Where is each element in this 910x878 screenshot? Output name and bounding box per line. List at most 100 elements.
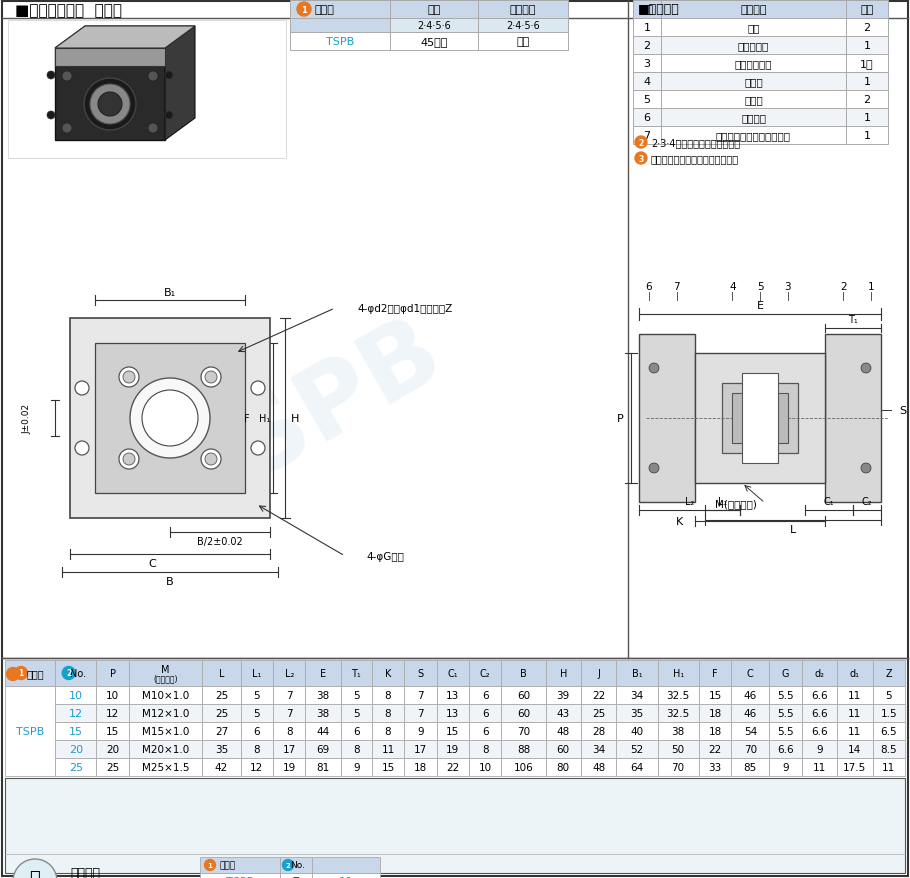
Bar [581,660,616,687]
Bar [802,740,837,758]
Text: 5.5: 5.5 [777,709,794,718]
Circle shape [148,124,158,133]
Bar [802,704,837,723]
Bar [437,740,469,758]
Bar [437,723,469,740]
Text: 4: 4 [729,282,735,291]
Bar [478,1,568,19]
Bar [770,723,802,740]
Bar [581,758,616,776]
Circle shape [635,153,647,165]
Bar [96,723,128,740]
Bar [341,723,372,740]
Text: 4-φd2通孔φd1沉头孔深Z: 4-φd2通孔φd1沉头孔深Z [358,304,452,313]
Circle shape [13,859,57,878]
Text: B₁: B₁ [632,668,642,678]
Bar [699,740,732,758]
Text: C: C [148,558,156,568]
Bar [732,704,770,723]
Text: 70: 70 [517,726,530,736]
Text: 4: 4 [643,77,651,87]
Bar [341,704,372,723]
Bar [546,704,581,723]
Text: 10: 10 [106,690,119,700]
Text: 32.5: 32.5 [666,709,690,718]
Bar [404,758,437,776]
Bar [306,723,341,740]
Circle shape [165,112,173,120]
Text: M25×1.5: M25×1.5 [142,762,189,772]
Bar [5,687,56,776]
Text: M: M [161,665,170,674]
Text: 10: 10 [68,690,83,700]
Text: 6.6: 6.6 [777,745,794,754]
Circle shape [165,72,173,80]
Text: No.: No. [70,668,86,678]
Bar [732,758,770,776]
Bar [290,1,390,19]
Bar [846,126,888,145]
Text: 1: 1 [864,41,871,51]
Text: B/2±0.02: B/2±0.02 [197,536,243,546]
Bar [202,687,240,704]
Text: 22: 22 [708,745,722,754]
Bar [616,687,658,704]
Text: 32.5: 32.5 [666,690,690,700]
Bar [95,343,245,493]
Bar [437,704,469,723]
Bar [837,660,873,687]
Text: 54: 54 [743,726,757,736]
Bar [55,49,165,67]
Bar [501,687,546,704]
Text: H₁: H₁ [259,414,270,423]
Circle shape [15,666,27,680]
Bar [128,660,202,687]
Text: 8: 8 [254,745,260,754]
Bar [306,758,341,776]
Circle shape [251,382,265,396]
Text: F: F [713,668,718,678]
Circle shape [119,450,139,470]
Text: 11: 11 [848,709,862,718]
Bar [273,740,306,758]
Text: 6.6: 6.6 [811,690,828,700]
Bar [501,758,546,776]
Bar [661,126,846,145]
Text: 14: 14 [848,745,862,754]
Bar [661,109,846,126]
Text: 8: 8 [353,745,359,754]
Text: 12: 12 [250,762,264,772]
Text: 5: 5 [643,95,651,104]
Text: 8.5: 8.5 [881,745,897,754]
Circle shape [201,450,221,470]
Bar [290,33,390,51]
Bar [846,73,888,91]
Text: 材质: 材质 [428,5,440,15]
Text: 15: 15 [106,726,119,736]
Circle shape [148,72,158,82]
Circle shape [130,378,210,458]
Bar [837,687,873,704]
Text: 7: 7 [286,690,293,700]
Text: 46: 46 [743,709,757,718]
Bar [633,126,661,145]
Bar [240,687,273,704]
Circle shape [861,464,871,473]
Text: 1: 1 [18,669,24,678]
Bar [501,740,546,758]
Text: 7: 7 [286,709,293,718]
Circle shape [297,3,311,17]
Circle shape [123,454,135,465]
Bar [873,704,905,723]
Text: 类型码: 类型码 [220,860,236,869]
Bar [581,704,616,723]
Text: 19: 19 [283,762,296,772]
Text: 39: 39 [557,690,570,700]
Bar [699,687,732,704]
Text: M10×1.0: M10×1.0 [142,690,189,700]
Bar [202,660,240,687]
Text: 106: 106 [513,762,533,772]
Circle shape [635,137,647,149]
Text: 2: 2 [864,95,871,104]
Text: B₁: B₁ [164,288,176,298]
